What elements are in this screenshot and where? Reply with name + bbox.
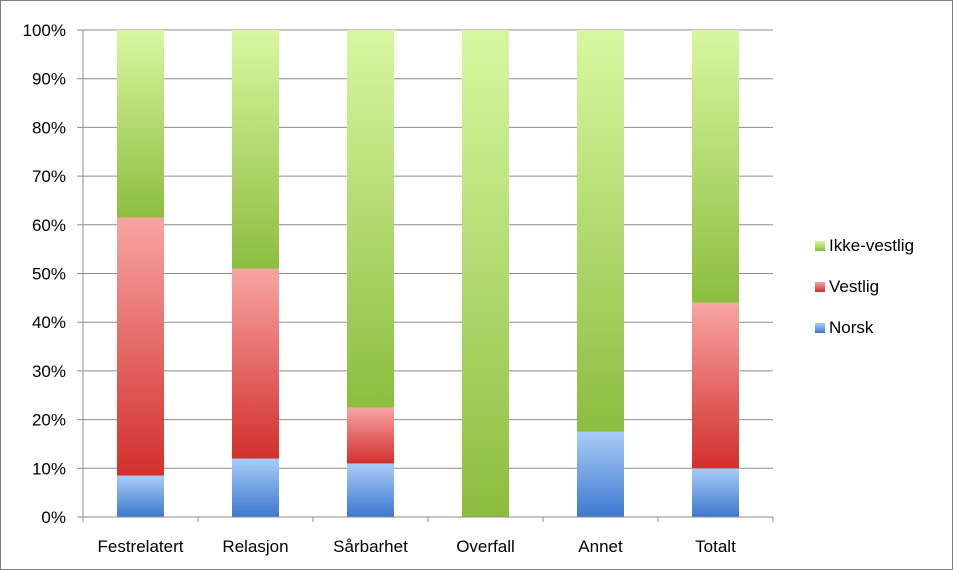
gridlines [77,29,773,518]
legend-label: Norsk [829,318,874,337]
x-category-label: Sårbarhet [333,537,408,556]
y-tick-label: 60% [32,216,66,235]
bar-segment-norsk [577,431,624,517]
x-category-label: Relasjon [222,537,288,556]
y-tick-label: 10% [32,459,66,478]
legend-label: Ikke-vestlig [829,236,914,255]
bar-segment-ikke-vestlig [462,30,509,517]
x-category-label: Overfall [456,537,515,556]
bar-segment-vestlig [117,217,164,476]
bar-segment-norsk [117,475,164,517]
x-category-label: Totalt [695,537,736,556]
bar-segment-norsk [347,463,394,517]
legend-swatch [815,323,825,333]
y-tick-label: 0% [41,508,66,527]
y-tick-label: 30% [32,362,66,381]
x-category-label: Festrelatert [98,537,184,556]
y-tick-label: 40% [32,313,66,332]
legend-swatch [815,241,825,251]
y-tick-label: 70% [32,167,66,186]
bar-segment-ikke-vestlig [232,30,279,269]
legend: Ikke-vestlig Vestlig Norsk [815,236,914,337]
bar-segment-ikke-vestlig [692,30,739,303]
legend-label: Vestlig [829,277,879,296]
y-tick-label: 100% [23,21,66,40]
bars [117,30,739,517]
legend-swatch [815,282,825,292]
y-tick-label: 90% [32,70,66,89]
axes [82,30,774,522]
y-tick-label: 50% [32,265,66,284]
bar-segment-ikke-vestlig [577,30,624,432]
bar-segment-ikke-vestlig [347,30,394,408]
x-category-labels: Festrelatert Relasjon Sårbarhet Overfall Ann… [98,537,737,556]
y-tick-label: 20% [32,411,66,430]
bar-segment-ikke-vestlig [117,30,164,218]
y-tick-label: 80% [32,118,66,137]
y-tick-labels: 0% 10% 20% 30% 40% 50% 60% 70% 80% 90% 100% [23,21,66,527]
bar-segment-norsk [232,458,279,517]
bar-segment-vestlig [347,407,394,464]
x-category-label: Annet [578,537,623,556]
bar-segment-vestlig [232,268,279,459]
bar-segment-vestlig [692,302,739,469]
bar-segment-norsk [692,468,739,517]
